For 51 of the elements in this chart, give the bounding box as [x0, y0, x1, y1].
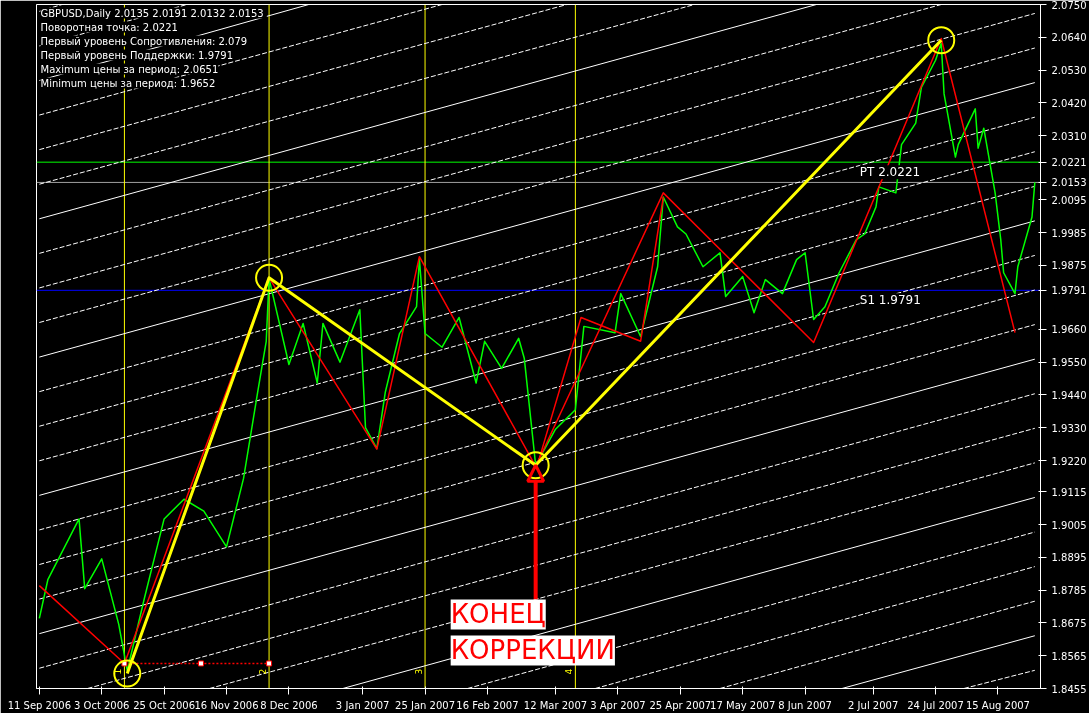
ref-line-label: 3: [414, 668, 425, 675]
x-tick-label: 16 Nov 2006: [194, 699, 259, 711]
x-tick-label: 8 Dec 2006: [260, 699, 318, 711]
x-tick-label: 12 Mar 2007: [523, 699, 588, 711]
y-tick-label: 1.9875: [1051, 260, 1087, 272]
chart-title: GBPUSD,Daily 2.0135 2.0191 2.0132 2.0153: [40, 7, 264, 19]
x-tick-label: 25 Jan 2007: [395, 699, 456, 711]
y-tick-label: 1.9985: [1051, 227, 1087, 239]
x-tick-label: 8 Jun 2007: [778, 699, 832, 711]
x-tick-label: 3 Oct 2006: [74, 699, 130, 711]
x-tick-label: 15 Aug 2007: [965, 699, 1030, 711]
y-tick-label: 2.0530: [1051, 65, 1087, 77]
ref-line-label: 4: [564, 668, 575, 675]
x-tick-label: 3 Jan 2007: [335, 699, 390, 711]
x-tick-label: 25 Oct 2006: [133, 699, 196, 711]
annotation: Minimum цены за период: 1.9652: [40, 77, 216, 89]
y-tick-label: 1.8785: [1051, 585, 1087, 597]
x-tick-label: 16 Feb 2007: [456, 699, 519, 711]
y-tick-label: 1.9660: [1051, 324, 1087, 336]
y-tick-label: 1.9791: [1051, 285, 1087, 297]
annotation: Поворотная точка: 2.0221: [40, 21, 178, 33]
y-tick-label: 1.9115: [1051, 486, 1087, 498]
y-tick-label: 1.9550: [1051, 357, 1087, 369]
x-tick-label: 3 Apr 2007: [590, 699, 646, 711]
annotation: Первый уровень Сопротивления: 2.079: [40, 35, 248, 47]
x-tick-label: 17 May 2007: [710, 699, 776, 711]
y-tick-label: 2.0095: [1051, 194, 1087, 206]
ref-line-label: S1 1.9791: [859, 293, 921, 308]
y-tick-label: 2.0221: [1051, 157, 1087, 169]
ref-line-label: 2: [258, 668, 269, 675]
y-tick-label: 2.0153: [1051, 177, 1087, 189]
y-tick-label: 1.8455: [1051, 683, 1087, 695]
ref-line-label: PT 2.0221: [859, 165, 921, 180]
y-tick-label: 2.0420: [1051, 97, 1087, 109]
x-tick-label: 24 Jul 2007: [907, 699, 964, 711]
annotation: КОНЕЦ КОРРЕКЦИИ: [450, 599, 615, 666]
y-tick-label: 1.9005: [1051, 519, 1087, 531]
y-tick-label: 1.8565: [1051, 650, 1087, 662]
y-tick-label: 1.9220: [1051, 455, 1087, 467]
y-tick-label: 1.8895: [1051, 552, 1087, 564]
x-tick-label: 25 Apr 2007: [649, 699, 712, 711]
annotation: Maximum цены за период: 2.0651: [40, 63, 219, 75]
annotation: Первый уровень Поддержки: 1.9791: [40, 49, 234, 61]
y-tick-label: 2.0640: [1051, 32, 1087, 44]
x-tick-label: 2 Jul 2007: [848, 699, 899, 711]
y-tick-label: 2.0310: [1051, 130, 1087, 142]
y-tick-label: 1.9330: [1051, 422, 1087, 434]
y-tick-label: 1.9440: [1051, 389, 1087, 401]
x-tick-label: 11 Sep 2006: [7, 699, 72, 711]
y-tick-label: 2.0750: [1051, 0, 1087, 11]
y-tick-label: 1.8675: [1051, 617, 1087, 629]
